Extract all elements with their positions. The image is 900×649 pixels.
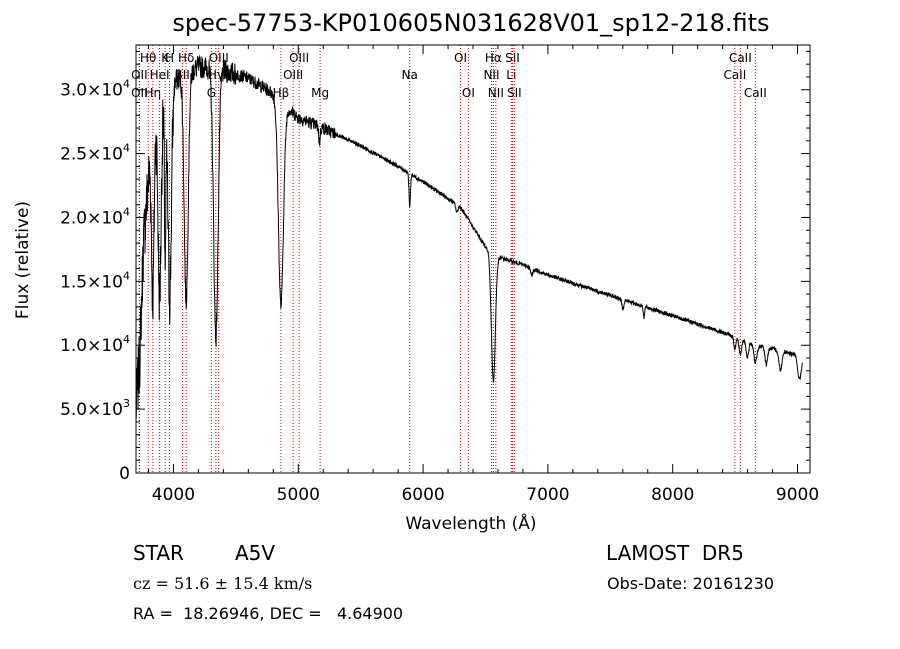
line-marker-label: OIII xyxy=(289,51,309,65)
x-axis-label: Wavelength (Å) xyxy=(405,512,536,534)
line-marker-label: CaII xyxy=(723,68,746,82)
line-marker-label: OIII xyxy=(283,68,303,82)
x-tick-label: 4000 xyxy=(152,485,195,505)
spectrum-series xyxy=(136,54,803,419)
x-tick-label: 7000 xyxy=(526,485,569,505)
y-tick-label: 2.5×104 xyxy=(60,142,130,165)
object-class: STAR xyxy=(133,541,184,565)
line-marker-label: CaII xyxy=(744,86,767,100)
line-marker-label: NII xyxy=(483,68,499,82)
line-marker-label: Hη xyxy=(145,86,162,100)
line-marker-label: Na xyxy=(402,68,418,82)
line-marker-label: SII xyxy=(505,51,520,65)
spectrum-line xyxy=(136,54,803,419)
x-tick-label: 8000 xyxy=(651,485,694,505)
observation-date: Obs-Date: 20161230 xyxy=(607,574,775,593)
y-axis: 0 5.0×103 1.0×104 1.5×104 2.0×104 2.5×104 3.0×… xyxy=(60,50,810,484)
line-marker-label: Hβ xyxy=(273,86,290,100)
object-subclass: A5V xyxy=(235,541,276,565)
line-markers: HθOIIOIIHηHeIKHSIIHδGOIIIHγHβOIIIOIIIMgN… xyxy=(131,45,767,473)
plot-frame xyxy=(135,44,811,474)
y-tick-label: 5.0×103 xyxy=(60,397,130,420)
line-marker-label: Hδ xyxy=(178,51,194,65)
line-marker-label: NII xyxy=(488,86,504,100)
x-tick-label: 6000 xyxy=(401,485,444,505)
line-marker-label: SII xyxy=(507,86,522,100)
line-marker-label: OI xyxy=(454,51,467,65)
y-tick-label: 1.0×104 xyxy=(60,333,130,356)
line-marker-label: CaII xyxy=(729,51,752,65)
line-marker-label: OI xyxy=(462,86,475,100)
line-marker-label: Hθ xyxy=(140,51,156,65)
y-tick-label: 0 xyxy=(119,464,130,484)
line-marker-label: Li xyxy=(506,68,516,82)
y-tick-label: 2.0×104 xyxy=(60,205,130,228)
redshift-velocity: cz = 51.6 ± 15.4 km/s xyxy=(133,574,313,593)
coordinates: RA = 18.26946, DEC = 4.64900 xyxy=(133,604,404,623)
y-tick-label: 3.0×104 xyxy=(60,78,130,101)
line-marker-label: HeI xyxy=(150,68,170,82)
y-axis-label: Flux (relative) xyxy=(13,201,33,319)
line-marker-label: H xyxy=(165,51,174,65)
line-marker-label: Hγ xyxy=(208,68,224,82)
y-tick-label: 1.5×104 xyxy=(60,269,130,292)
line-marker-label: Hα xyxy=(485,51,502,65)
line-marker-label: K xyxy=(161,51,170,65)
survey-release: LAMOST DR5 xyxy=(606,541,744,565)
line-marker-label: Mg xyxy=(311,86,329,100)
x-tick-label: 5000 xyxy=(277,485,320,505)
x-axis: 4000 5000 6000 7000 8000 9000 xyxy=(147,45,819,505)
spectrum-chart: spec-57753-KP010605N031628V01_sp12-218.f… xyxy=(13,9,819,534)
x-tick-label: 9000 xyxy=(776,485,819,505)
chart-title: spec-57753-KP010605N031628V01_sp12-218.f… xyxy=(172,9,769,37)
